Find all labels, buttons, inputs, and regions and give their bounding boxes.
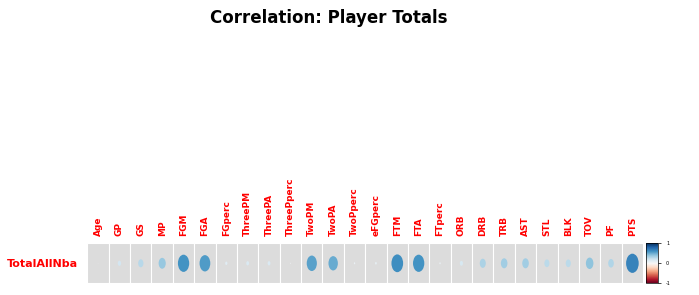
Bar <box>387 243 408 283</box>
Ellipse shape <box>246 261 249 266</box>
Ellipse shape <box>480 259 486 268</box>
Bar <box>301 243 322 283</box>
Ellipse shape <box>501 258 507 268</box>
Bar <box>237 243 259 283</box>
Bar <box>87 243 109 283</box>
Ellipse shape <box>268 261 271 266</box>
Ellipse shape <box>354 262 355 264</box>
Ellipse shape <box>159 258 166 269</box>
Bar <box>621 243 643 283</box>
Bar <box>579 243 600 283</box>
Bar <box>472 243 493 283</box>
Ellipse shape <box>178 255 189 272</box>
Bar <box>558 243 579 283</box>
Ellipse shape <box>565 259 571 267</box>
Bar <box>109 243 130 283</box>
Bar <box>152 243 173 283</box>
Bar <box>366 243 387 283</box>
Ellipse shape <box>290 263 291 264</box>
Bar <box>451 243 472 283</box>
Ellipse shape <box>545 259 549 267</box>
Bar <box>173 243 194 283</box>
Bar <box>600 243 621 283</box>
Bar <box>344 243 366 283</box>
Bar <box>259 243 280 283</box>
Text: Correlation: Player Totals: Correlation: Player Totals <box>210 9 447 27</box>
Ellipse shape <box>413 255 424 272</box>
Ellipse shape <box>626 254 639 273</box>
Bar <box>493 243 515 283</box>
Bar <box>515 243 536 283</box>
Bar <box>130 243 152 283</box>
Ellipse shape <box>200 255 210 271</box>
Ellipse shape <box>329 256 338 271</box>
Ellipse shape <box>460 261 463 266</box>
Ellipse shape <box>391 254 403 272</box>
Bar <box>215 243 237 283</box>
Bar <box>536 243 558 283</box>
Ellipse shape <box>307 255 317 271</box>
Ellipse shape <box>375 262 377 265</box>
Ellipse shape <box>522 258 529 268</box>
Bar <box>429 243 451 283</box>
Ellipse shape <box>117 261 121 266</box>
Ellipse shape <box>586 258 593 269</box>
Bar <box>408 243 429 283</box>
Ellipse shape <box>608 259 614 268</box>
Bar <box>194 243 215 283</box>
Ellipse shape <box>225 262 227 265</box>
Bar <box>280 243 301 283</box>
Ellipse shape <box>138 259 143 267</box>
Bar <box>322 243 344 283</box>
